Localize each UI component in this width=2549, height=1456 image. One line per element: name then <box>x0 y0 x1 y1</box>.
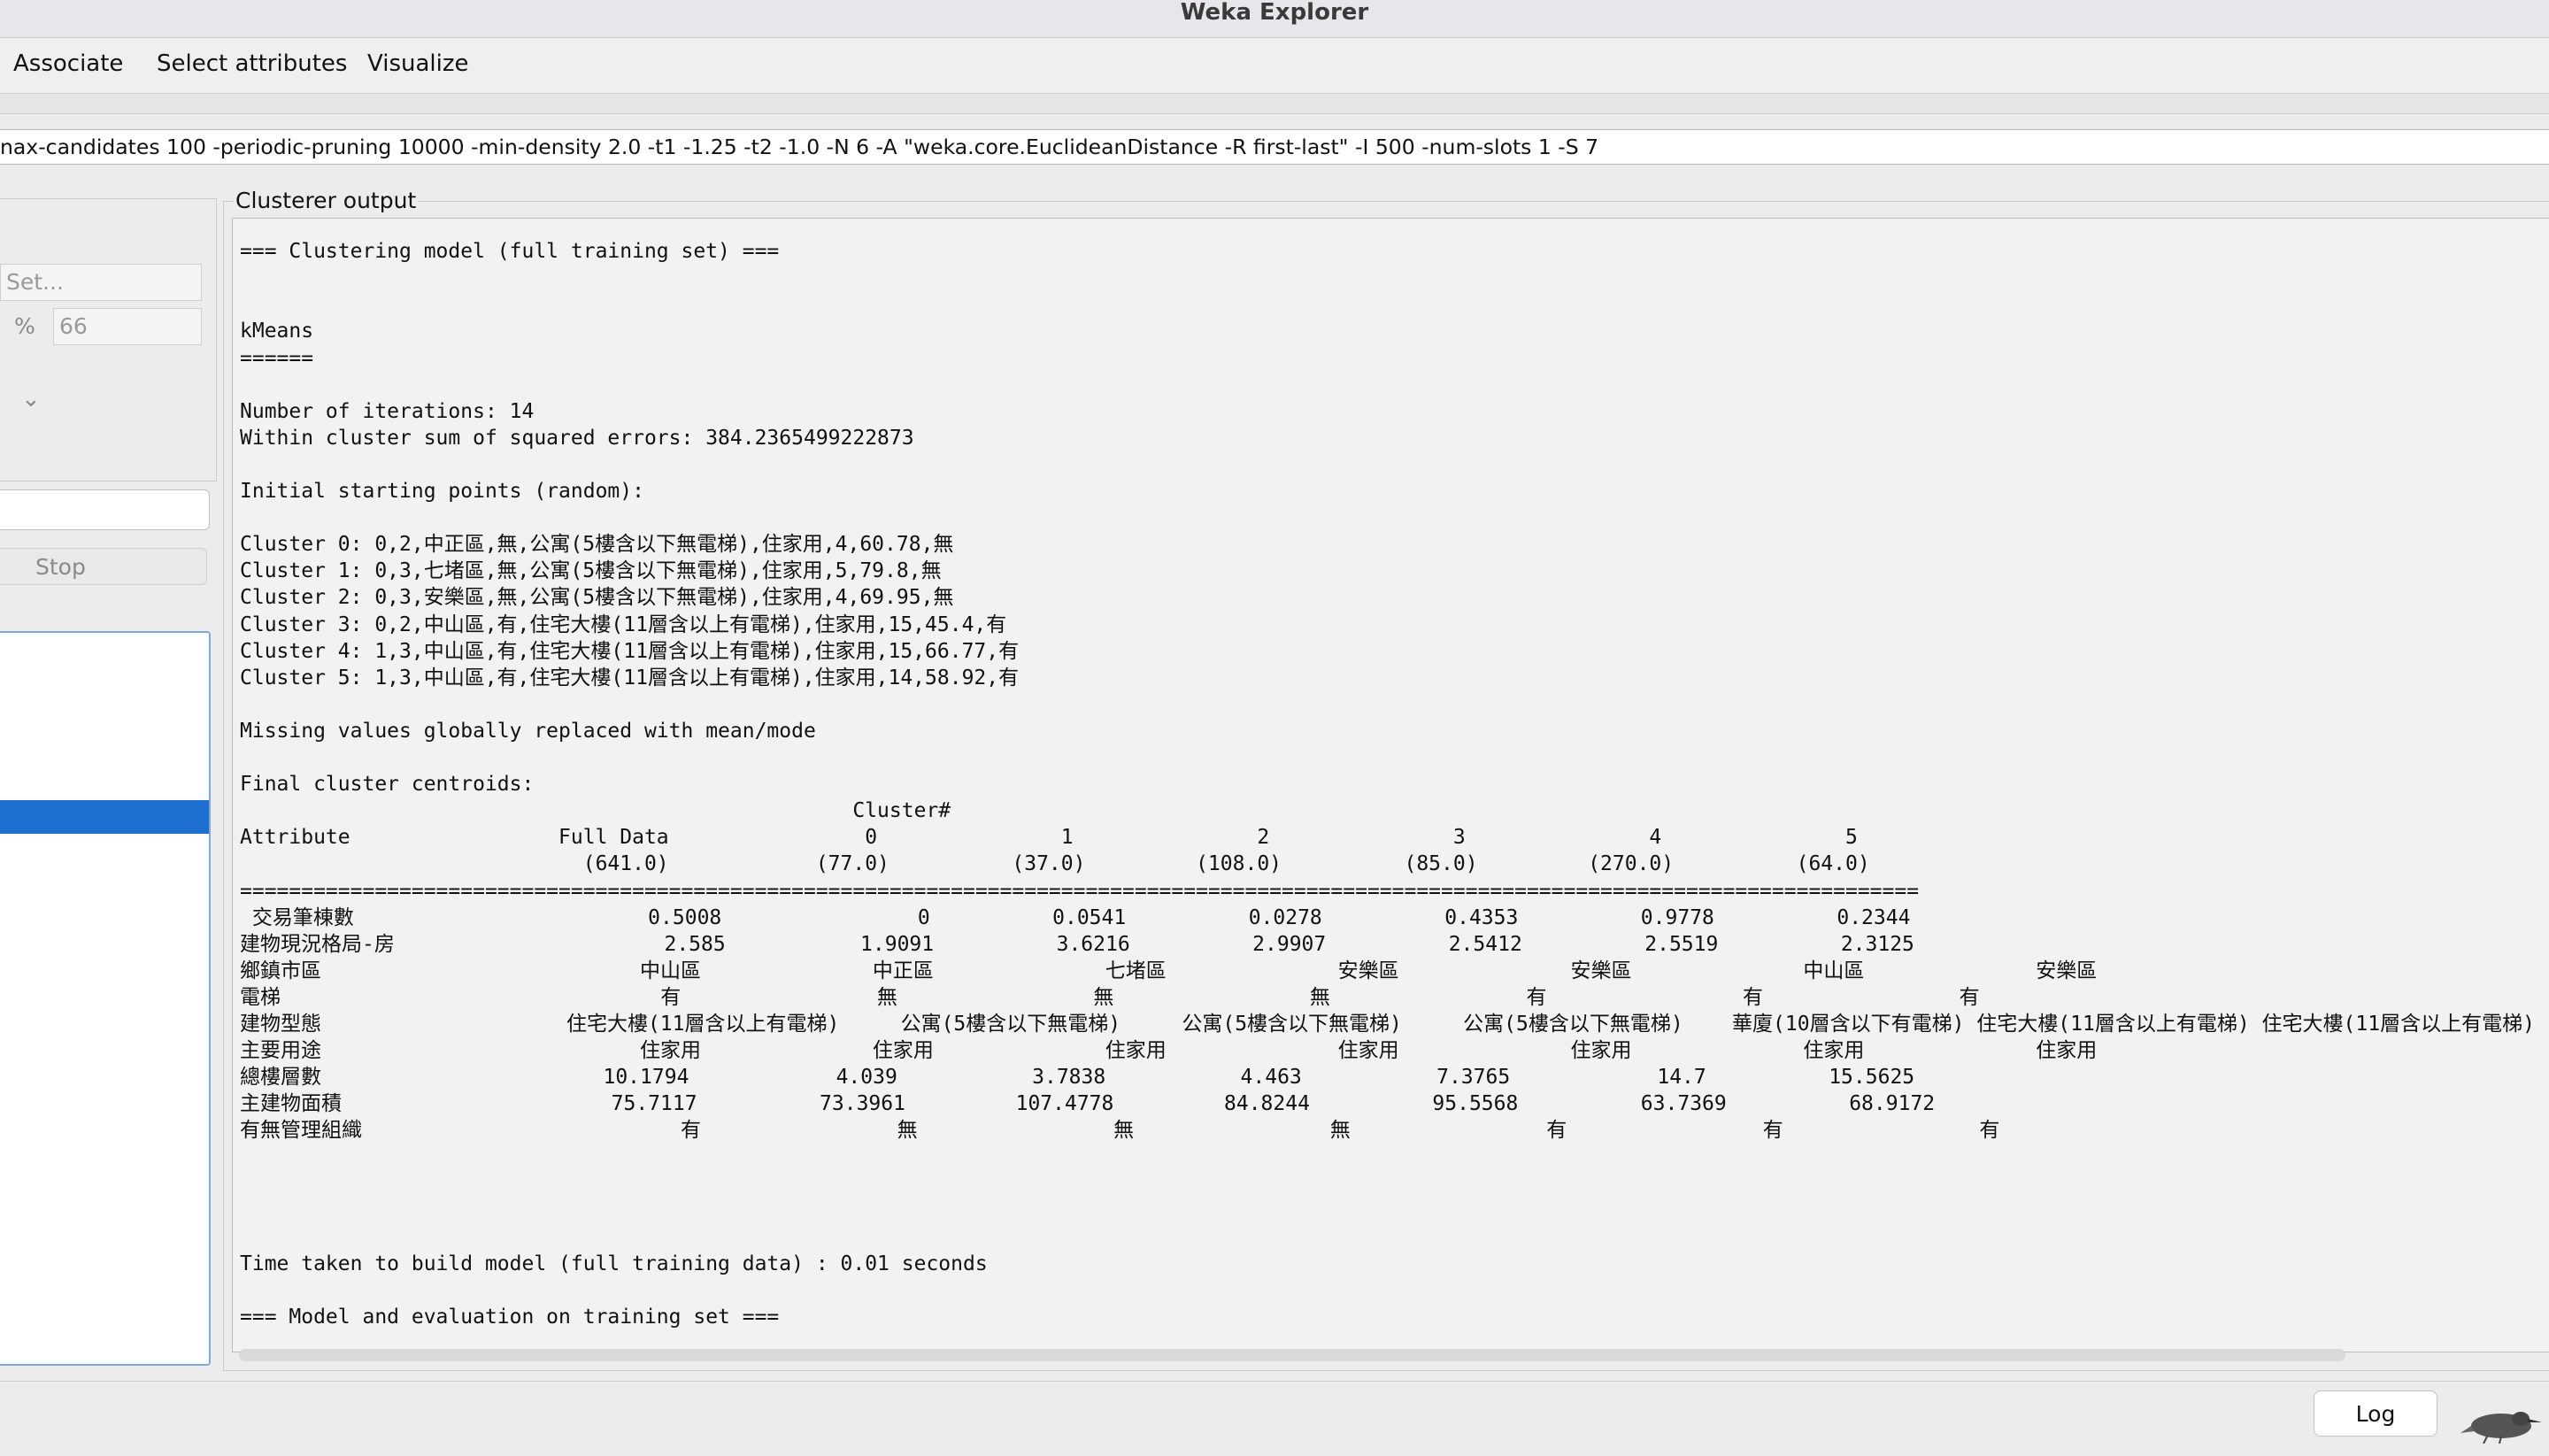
output-line: 建物型態 住宅大樓(11層含以上有電梯) 公寓(5樓含以下無電梯) 公寓(5樓含… <box>240 1013 2535 1036</box>
tab-visualize[interactable]: Visualize <box>367 50 469 77</box>
output-line: kMeans <box>240 320 314 343</box>
percentage-split-value: 66 <box>59 313 88 339</box>
output-line: ========================================… <box>240 879 1920 903</box>
chevron-down-icon[interactable]: ⌄ <box>21 386 41 412</box>
stop-button[interactable]: Stop <box>0 548 207 585</box>
output-line: === Model and evaluation on training set… <box>240 1306 780 1329</box>
output-line: 總樓層數 10.1794 4.039 3.7838 4.463 7.3765 1… <box>240 1066 1915 1090</box>
output-line: Time taken to build model (full training… <box>240 1252 988 1275</box>
command-text: nax-candidates 100 -periodic-pruning 100… <box>0 135 1599 159</box>
window-title: Weka Explorer <box>1180 0 1369 26</box>
tab-bar: Associate Select attributes Visualize <box>0 38 2549 94</box>
output-line: === Clustering model (full training set)… <box>240 240 780 264</box>
output-line: Cluster 3: 0,2,中山區,有,住宅大樓(11層含以上有電梯),住家用… <box>240 612 1007 636</box>
result-list[interactable] <box>0 631 211 1366</box>
output-line: 交易筆棟數 0.5008 0 0.0541 0.0278 0.4353 0.97… <box>240 905 1911 929</box>
output-line: 有無管理組織 有 無 無 無 有 有 有 <box>240 1119 2000 1143</box>
output-line: 主要用途 住家用 住家用 住家用 住家用 住家用 住家用 住家用 <box>240 1039 2098 1063</box>
output-line: Initial starting points (random): <box>240 480 644 503</box>
clusterer-output-frame <box>223 201 2549 1371</box>
output-line: Missing values globally replaced with me… <box>240 719 816 743</box>
set-button-label: Set... <box>6 269 64 295</box>
output-line: Cluster 2: 0,3,安樂區,無,公寓(5樓含以下無電梯),住家用,4,… <box>240 586 954 610</box>
result-list-selected-item[interactable] <box>0 800 209 834</box>
output-line: Cluster 0: 0,2,中正區,無,公寓(5樓含以下無電梯),住家用,4,… <box>240 533 954 557</box>
clusterer-command-line[interactable]: nax-candidates 100 -periodic-pruning 100… <box>0 129 2549 165</box>
output-line: 鄉鎮市區 中山區 中正區 七堵區 安樂區 安樂區 中山區 安樂區 <box>240 959 2098 982</box>
chooser-strip <box>0 94 2549 114</box>
clusterer-output-text[interactable]: === Clustering model (full training set)… <box>232 218 2549 1352</box>
weka-bird-icon[interactable] <box>2460 1403 2542 1444</box>
title-bar: Weka Explorer <box>0 0 2549 38</box>
output-line: Within cluster sum of squared errors: 38… <box>240 426 914 450</box>
classes-to-clusters-field[interactable] <box>0 489 210 530</box>
clusterer-output-label: Clusterer output <box>234 188 419 213</box>
output-line: Cluster 5: 1,3,中山區,有,住宅大樓(11層含以上有電梯),住家用… <box>240 666 1020 689</box>
percent-symbol: % <box>14 313 35 339</box>
horizontal-scrollbar[interactable] <box>239 1349 2345 1361</box>
output-line: ====== <box>240 346 314 370</box>
log-button[interactable]: Log <box>2314 1391 2437 1437</box>
output-line: 電梯 有 無 無 無 有 有 有 <box>240 985 1980 1009</box>
tab-select-attributes[interactable]: Select attributes <box>157 50 348 77</box>
output-line: 建物現況格局-房 2.585 1.9091 3.6216 2.9907 2.54… <box>240 932 1914 956</box>
output-line: Cluster# <box>240 799 951 823</box>
output-line: Attribute Full Data 0 1 2 3 4 5 <box>240 826 1858 850</box>
output-line: 主建物面積 75.7117 73.3961 107.4778 84.8244 9… <box>240 1092 1936 1116</box>
output-line: Cluster 4: 1,3,中山區,有,住宅大樓(11層含以上有電梯),住家用… <box>240 639 1020 663</box>
output-line: (641.0) (77.0) (37.0) (108.0) (85.0) (27… <box>240 852 1870 876</box>
stop-button-label: Stop <box>35 554 86 580</box>
output-line: Cluster 1: 0,3,七堵區,無,公寓(5樓含以下無電梯),住家用,5,… <box>240 559 942 583</box>
output-line: Final cluster centroids: <box>240 773 535 797</box>
percentage-split-field[interactable]: 66 <box>53 308 202 345</box>
tab-associate[interactable]: Associate <box>13 50 124 77</box>
set-button[interactable]: Set... <box>0 264 202 301</box>
output-line: Number of iterations: 14 <box>240 399 535 423</box>
status-bar <box>0 1381 2549 1456</box>
